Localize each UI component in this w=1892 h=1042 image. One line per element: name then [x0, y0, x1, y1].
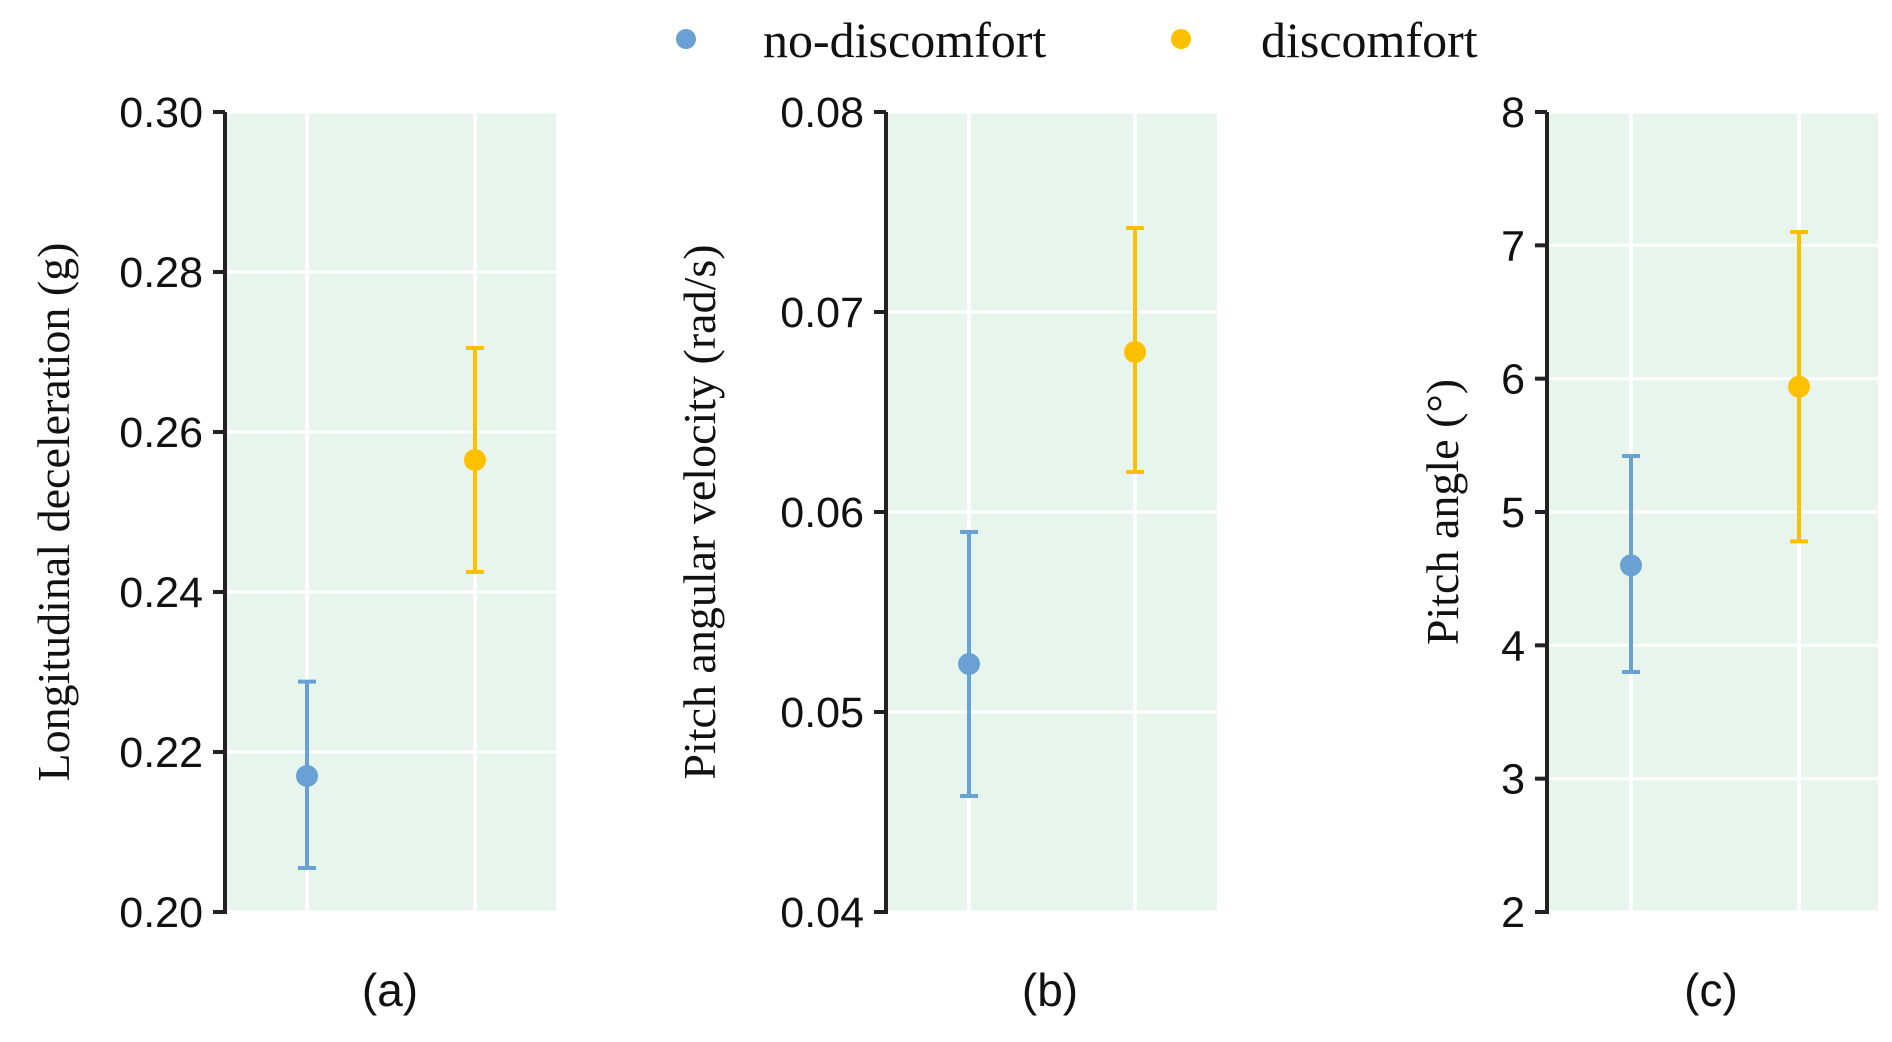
- y-axis-label: Pitch angle (°): [1417, 379, 1468, 645]
- legend-label-discomfort: discomfort: [1261, 12, 1478, 68]
- legend-label-no-discomfort: no-discomfort: [763, 12, 1046, 68]
- data-point: [464, 449, 486, 471]
- y-axis-label: Pitch angular velocity (rad/s): [674, 244, 725, 779]
- y-tick-label: 7: [1501, 222, 1525, 270]
- panel-label: (a): [362, 964, 418, 1016]
- y-tick-label: 0.07: [780, 289, 864, 337]
- legend-marker-discomfort: [1171, 29, 1191, 49]
- y-tick-label: 2: [1501, 889, 1525, 937]
- plot-background: [225, 112, 556, 912]
- y-tick-label: 8: [1501, 89, 1525, 137]
- y-tick-label: 0.20: [119, 889, 203, 937]
- y-tick-label: 5: [1501, 489, 1525, 537]
- y-tick-label: 0.28: [119, 249, 203, 297]
- y-axis-label: Longitudinal deceleration (g): [28, 242, 79, 781]
- y-tick-label: 3: [1501, 756, 1525, 804]
- chart-b: 0.04 0.05 0.06 0.07 0.08 Pitch angular veloci…: [674, 89, 1217, 1016]
- y-tick-label: 6: [1501, 356, 1525, 404]
- legend: no-discomfort discomfort: [676, 12, 1478, 68]
- y-tick-label: 0.30: [119, 89, 203, 137]
- data-point: [1124, 341, 1146, 363]
- y-tick-label: 0.06: [780, 489, 864, 537]
- y-tick-label: 4: [1501, 622, 1525, 670]
- panel-label: (b): [1022, 964, 1078, 1016]
- panel-label: (c): [1684, 964, 1738, 1016]
- legend-marker-no-discomfort: [676, 29, 696, 49]
- y-tick-label: 0.08: [780, 89, 864, 137]
- data-point: [296, 765, 318, 787]
- y-tick-label: 0.05: [780, 689, 864, 737]
- y-tick-label: 0.04: [780, 889, 864, 937]
- y-tick-label: 0.26: [119, 409, 203, 457]
- data-point: [958, 653, 980, 675]
- y-tick-label: 0.22: [119, 729, 203, 777]
- data-point: [1620, 554, 1642, 577]
- y-tick-label: 0.24: [119, 569, 203, 617]
- chart-c: 2 3 4 5 6 7 8 Pitch angle (°) (c): [1417, 89, 1878, 1016]
- chart-a: 0.20 0.22 0.24 0.26 0.28 0.30 Longitudinal dec…: [28, 89, 556, 1016]
- data-point: [1788, 375, 1810, 398]
